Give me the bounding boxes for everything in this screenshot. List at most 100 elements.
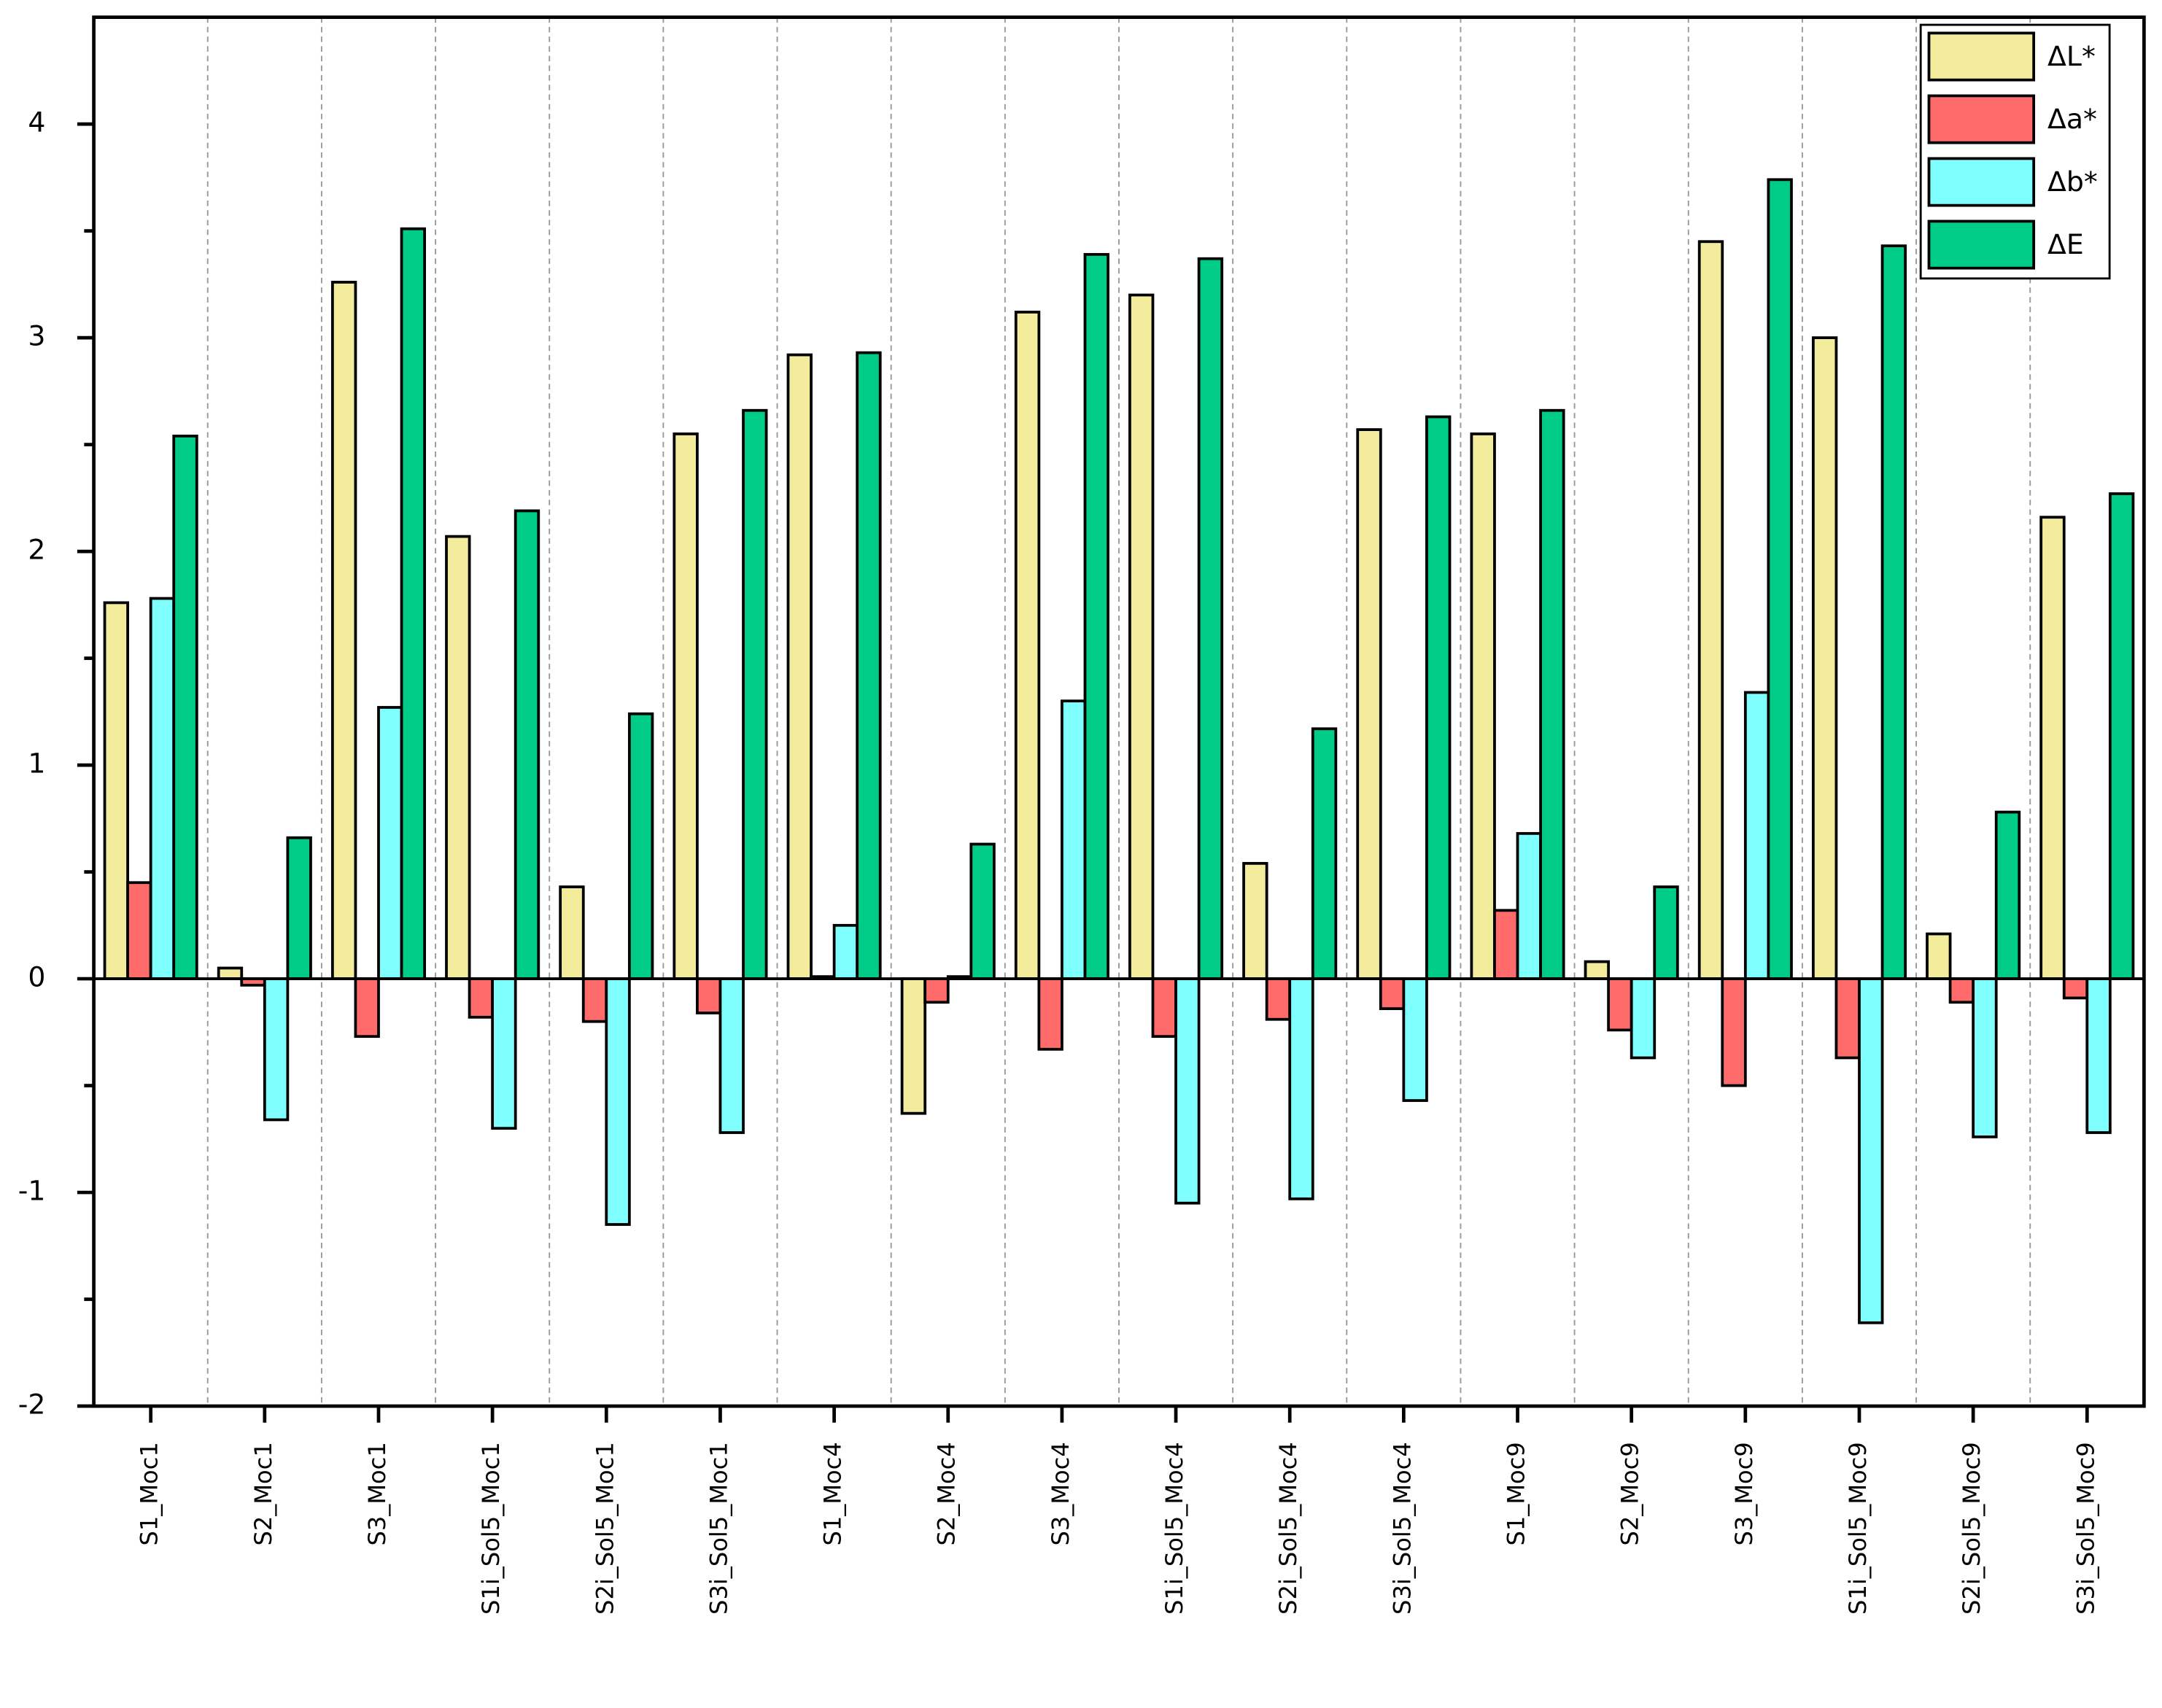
bar (1834, 977, 1861, 1060)
bar (1994, 810, 2021, 980)
bar (1948, 977, 1975, 1004)
bar (627, 712, 654, 980)
bar (1061, 699, 1087, 980)
bar (1493, 909, 1519, 980)
bar (832, 923, 859, 980)
bar (1083, 252, 1109, 980)
x-tick-label: S2i_Sol5_Moc9 (1958, 1442, 1985, 1615)
x-tick-label: S3_Moc9 (1730, 1442, 1758, 1545)
legend-swatch (1927, 94, 2036, 144)
bar (581, 977, 608, 1023)
bar (103, 601, 129, 980)
bar (1311, 727, 1338, 980)
x-tick-label: S2_Moc1 (249, 1442, 277, 1545)
bar (718, 977, 745, 1134)
bar (923, 977, 950, 1004)
bar (468, 977, 495, 1019)
bar (673, 432, 699, 980)
bar (1811, 336, 1838, 980)
bar (1972, 977, 1998, 1138)
y-tick-label: 3 (28, 320, 45, 352)
bar (1174, 977, 1201, 1205)
bar (1402, 977, 1428, 1102)
bar (1379, 977, 1406, 1010)
bar (856, 351, 882, 980)
bar (1197, 257, 1224, 980)
x-tick-label: S3_Moc1 (363, 1442, 391, 1545)
x-tick-label: S2_Moc9 (1616, 1442, 1644, 1545)
bar (786, 353, 813, 980)
bar (1767, 178, 1793, 980)
legend-swatch (1927, 31, 2036, 82)
bar (1516, 831, 1542, 980)
bar (969, 842, 996, 980)
legend-label: Δa* (2047, 103, 2097, 135)
legend-swatch (1927, 220, 2036, 270)
bar (1356, 428, 1382, 980)
x-tick-label: S2_Moc4 (933, 1442, 961, 1545)
bar (1721, 977, 1747, 1087)
bar (1288, 977, 1314, 1200)
bar (1926, 932, 1952, 980)
x-tick-label: S1_Moc4 (819, 1442, 847, 1545)
bar (1242, 861, 1268, 980)
bar (354, 977, 380, 1039)
x-tick-label: S1_Moc1 (136, 1442, 163, 1545)
legend-label: ΔL* (2047, 40, 2096, 72)
legend-label: ΔE (2047, 228, 2084, 260)
bar (400, 227, 427, 980)
plot-frame (92, 15, 2146, 1408)
x-tick-label: S1i_Sol5_Moc4 (1161, 1442, 1188, 1615)
bar (1539, 408, 1565, 980)
bar (149, 597, 176, 980)
bar (900, 977, 927, 1115)
x-tick-label: S1i_Sol5_Moc9 (1844, 1442, 1872, 1615)
bar (2039, 516, 2066, 980)
bar (559, 885, 585, 980)
bar (263, 977, 290, 1122)
bar (2062, 977, 2089, 1000)
y-tick-label: -2 (18, 1389, 46, 1421)
bar (172, 434, 198, 980)
bar (1037, 977, 1063, 1051)
bar (1128, 293, 1155, 980)
x-tick-label: S2i_Sol5_Moc4 (1274, 1442, 1302, 1615)
bar (445, 535, 471, 980)
bar (1743, 691, 1770, 980)
x-tick-label: S2i_Sol5_Moc1 (591, 1442, 619, 1615)
x-tick-label: S3i_Sol5_Moc1 (705, 1442, 732, 1615)
bar (1653, 885, 1679, 980)
bar (742, 408, 768, 980)
bar (2085, 977, 2112, 1134)
x-tick-label: S3i_Sol5_Moc4 (1388, 1442, 1416, 1615)
legend-swatch (1927, 157, 2036, 207)
x-tick-label: S3i_Sol5_Moc9 (2072, 1442, 2099, 1615)
bar (695, 977, 722, 1014)
y-tick-label: 4 (28, 106, 45, 139)
bar (1630, 977, 1657, 1060)
bar (1014, 311, 1041, 980)
bar (2108, 492, 2135, 980)
bar (126, 881, 152, 980)
bar (286, 836, 312, 980)
bar (491, 977, 517, 1130)
bar (1607, 977, 1633, 1032)
bar (605, 977, 631, 1226)
y-tick-label: 2 (28, 534, 45, 566)
bar (1880, 244, 1907, 980)
bar (1265, 977, 1292, 1021)
bar (377, 706, 403, 980)
y-tick-label: -1 (18, 1175, 46, 1207)
bar (1697, 240, 1724, 980)
bar (1425, 415, 1452, 980)
bar (1858, 977, 1884, 1324)
y-tick-label: 1 (28, 748, 45, 780)
bar (217, 966, 244, 980)
x-tick-label: S3_Moc4 (1047, 1442, 1074, 1545)
bar (1584, 960, 1610, 980)
x-tick-label: S1_Moc9 (1503, 1442, 1530, 1545)
x-tick-label: S1i_Sol5_Moc1 (477, 1442, 505, 1615)
bar (514, 509, 540, 980)
y-tick-label: 0 (28, 961, 45, 993)
